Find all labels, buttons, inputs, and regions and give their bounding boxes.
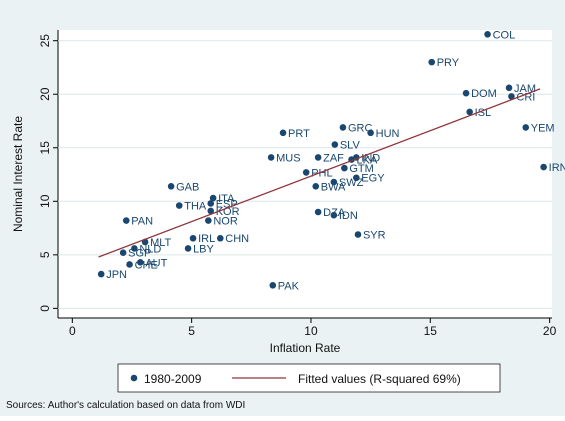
point [167,183,175,190]
y-tick-label: 25 [38,34,52,48]
point-label: PAN [131,216,153,228]
point [267,154,275,161]
point [505,84,513,92]
legend [117,363,501,393]
point [131,245,138,252]
point-label: PRT [288,128,310,140]
y-axis-label: Nominal Interest Rate [11,116,25,232]
point [428,58,436,66]
point-label: YEM [531,122,555,134]
y-tick-label: 10 [38,194,52,208]
fit-line [98,88,541,258]
point [462,89,470,97]
point-label: JPN [106,269,127,281]
x-axis-label: Inflation Rate [270,341,341,355]
x-tick-label: 5 [188,324,195,338]
point-label: AUT [145,257,167,269]
point-label: GAB [176,181,199,193]
point-label: IRN [549,162,565,174]
point [122,217,130,224]
point-label: ZAF [323,152,344,164]
point [209,194,217,202]
point [207,207,215,215]
x-tick-label: 20 [543,324,557,338]
point-label: PAK [278,280,300,292]
point-label: KOR [216,206,240,218]
point [331,141,339,148]
point-label: CHN [225,233,249,245]
point [269,282,277,289]
point-label: GTM [349,163,373,175]
point-label: DOM [471,88,497,100]
point [184,245,192,252]
point-label: MLT [150,237,171,249]
point-label: NLD [139,243,161,255]
point [175,202,183,209]
point [341,164,348,172]
point-label: BWA [321,181,346,193]
point-label: SYR [363,229,386,241]
point-label: ITA [218,193,235,205]
point-label: GRC [348,122,373,134]
point [314,208,322,216]
point [508,93,515,100]
point-label: IRL [198,233,215,245]
point [137,259,144,266]
legend-label: Fitted values (R-squared 69%) [298,372,461,386]
point-label: EGY [361,173,385,185]
point-label: PRY [437,57,460,69]
point-label: SGP [128,248,151,260]
point [312,183,320,190]
point [540,163,547,171]
point-label: IDN [339,210,358,222]
point-label: LKA [357,155,378,167]
point-label: HUN [376,128,400,140]
point-label: SWZ [339,177,364,189]
point-label: SLV [340,140,361,152]
point [466,108,473,116]
point-label: JAM [514,83,536,95]
point [314,154,322,161]
source-note: Sources: Author's calculation based on d… [6,400,245,411]
point [126,261,133,268]
point [279,129,287,137]
point-label: THA [184,201,207,213]
point [367,129,374,137]
point [354,231,362,238]
point [330,211,338,219]
point [330,178,338,186]
point [339,124,347,131]
point [119,249,127,256]
y-tick-label: 20 [38,87,52,101]
y-tick-label: 15 [38,141,52,155]
point [302,169,310,176]
point [205,217,212,224]
point [207,200,215,207]
x-tick-label: 0 [69,324,76,338]
point [189,234,197,242]
point-label: LBY [193,243,214,255]
legend-label: 1980-2009 [144,372,202,386]
point-label: NOR [213,216,238,228]
point [353,174,360,182]
point-label: COL [493,29,516,41]
point-label: ISL [475,107,492,119]
point-label: ESP [216,198,238,210]
point [97,270,105,278]
x-tick-label: 15 [424,324,438,338]
point-label: MUS [276,152,300,164]
y-tick-label: 5 [38,251,52,258]
point [522,124,530,131]
y-tick-label: 0 [38,305,52,312]
point [484,30,491,38]
x-tick-label: 10 [304,324,318,338]
point-label: CRI [516,91,535,103]
legend-swatch [130,374,138,382]
point [216,234,224,242]
